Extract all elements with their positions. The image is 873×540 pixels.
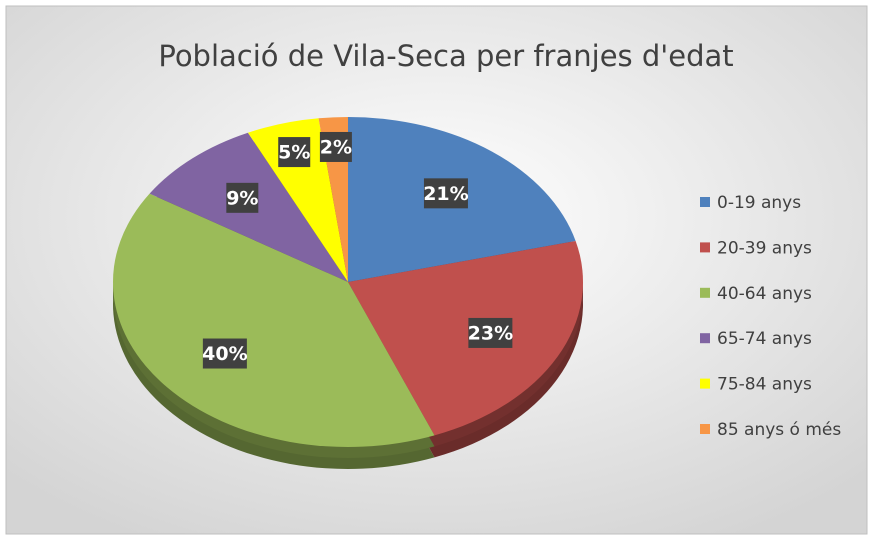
legend-label: 20-39 anys: [717, 238, 812, 258]
slice: [112, 193, 435, 447]
data-label-box: [202, 338, 247, 369]
legend-swatch: [700, 378, 710, 389]
data-label-box: [468, 317, 513, 348]
data-label-box: [319, 131, 352, 162]
legend: 0-19 anys 20-39 anys 40-64 anys 65-74 anys 7…: [700, 193, 841, 440]
data-label: 5%: [278, 142, 310, 164]
data-labels: 21% 23% 40% 9% 5% 2%: [202, 131, 513, 369]
pie: [112, 117, 584, 447]
data-label-box: [226, 182, 259, 213]
legend-swatch: [700, 242, 710, 253]
legend-swatch: [700, 424, 710, 434]
data-label-box: [423, 178, 468, 209]
legend-label: 65-74 anys: [717, 329, 812, 349]
legend-label: 0-19 anys: [717, 193, 801, 213]
data-label-box: [278, 137, 311, 168]
data-label: 9%: [226, 187, 258, 209]
data-label: 23%: [468, 322, 513, 344]
legend-label: 40-64 anys: [717, 284, 812, 304]
legend-label: 85 anys ó més: [717, 420, 841, 440]
legend-swatch: [700, 197, 710, 207]
legend-label: 75-84 anys: [717, 375, 812, 395]
legend-swatch: [700, 287, 710, 298]
legend-swatch: [700, 333, 710, 344]
data-label: 2%: [320, 136, 352, 158]
slice: [348, 240, 584, 436]
data-label: 21%: [423, 183, 468, 205]
chart-title: Població de Vila-Seca per franjes d'edat: [158, 39, 733, 73]
data-label: 40%: [202, 343, 247, 365]
